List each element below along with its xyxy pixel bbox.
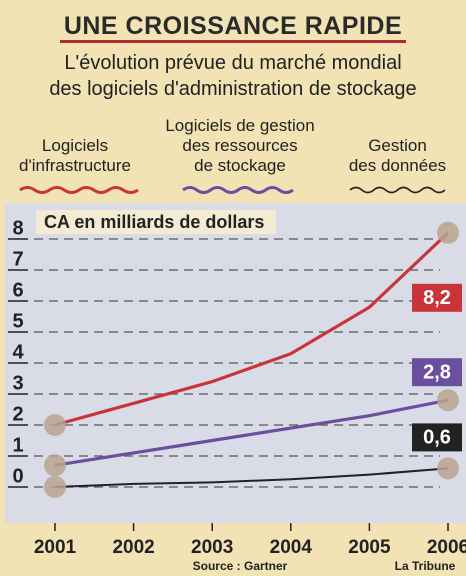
- point-marker: [44, 414, 66, 436]
- y-tick-label: 2: [12, 403, 23, 425]
- point-marker: [437, 389, 459, 412]
- legend-label: Logiciels de gestion des ressources de s…: [165, 116, 315, 175]
- legend-swatch: [19, 186, 139, 194]
- point-marker: [437, 221, 459, 244]
- series-line: [54, 467, 449, 488]
- x-tick-label: 2005: [348, 537, 391, 558]
- y-tick-label: 7: [12, 248, 23, 270]
- legend-label: Logiciels d'infrastructure: [19, 136, 131, 175]
- value-label-box: [412, 423, 462, 452]
- series-line: [54, 398, 449, 467]
- x-tick-label: 2002: [112, 537, 154, 558]
- value-label: 8,2: [423, 287, 451, 309]
- x-tick-label: 2004: [270, 537, 313, 558]
- x-tick-label: 2001: [34, 537, 77, 558]
- value-label: 2,8: [423, 361, 451, 383]
- axis-title-box: [36, 210, 276, 234]
- point-marker: [44, 454, 66, 477]
- y-tick-label: 3: [12, 372, 23, 394]
- y-tick-label: 6: [12, 279, 23, 301]
- series-line: [54, 231, 450, 427]
- y-tick-label: 5: [12, 310, 23, 332]
- subtitle: L'évolution prévue du marché mondial: [64, 52, 402, 74]
- y-tick-label: 8: [12, 217, 23, 239]
- legend-label: Gestion des données: [348, 136, 447, 175]
- y-axis-title: CA en milliards de dollars: [44, 212, 264, 232]
- point-marker: [437, 457, 459, 480]
- source: Source : Gartner: [193, 559, 288, 573]
- value-label: 0,6: [423, 427, 451, 449]
- legend-swatch: [182, 186, 294, 194]
- legend-swatch: [349, 186, 446, 194]
- value-label-box: [412, 283, 462, 312]
- title-box: UNE CROISSANCE RAPIDE: [0, 12, 466, 43]
- y-tick-label: 0: [12, 465, 23, 487]
- credit: La Tribune: [395, 559, 456, 573]
- value-label-box: [412, 358, 462, 387]
- subtitle: des logiciels d'administration de stocka…: [49, 78, 417, 100]
- x-tick-label: 2006: [427, 537, 466, 558]
- y-tick-label: 1: [12, 434, 23, 456]
- y-tick-label: 4: [12, 341, 24, 363]
- x-axis-band: [0, 523, 466, 561]
- x-tick-label: 2003: [191, 537, 233, 558]
- point-marker: [44, 476, 66, 498]
- chart-title: UNE CROISSANCE RAPIDE: [59, 12, 407, 43]
